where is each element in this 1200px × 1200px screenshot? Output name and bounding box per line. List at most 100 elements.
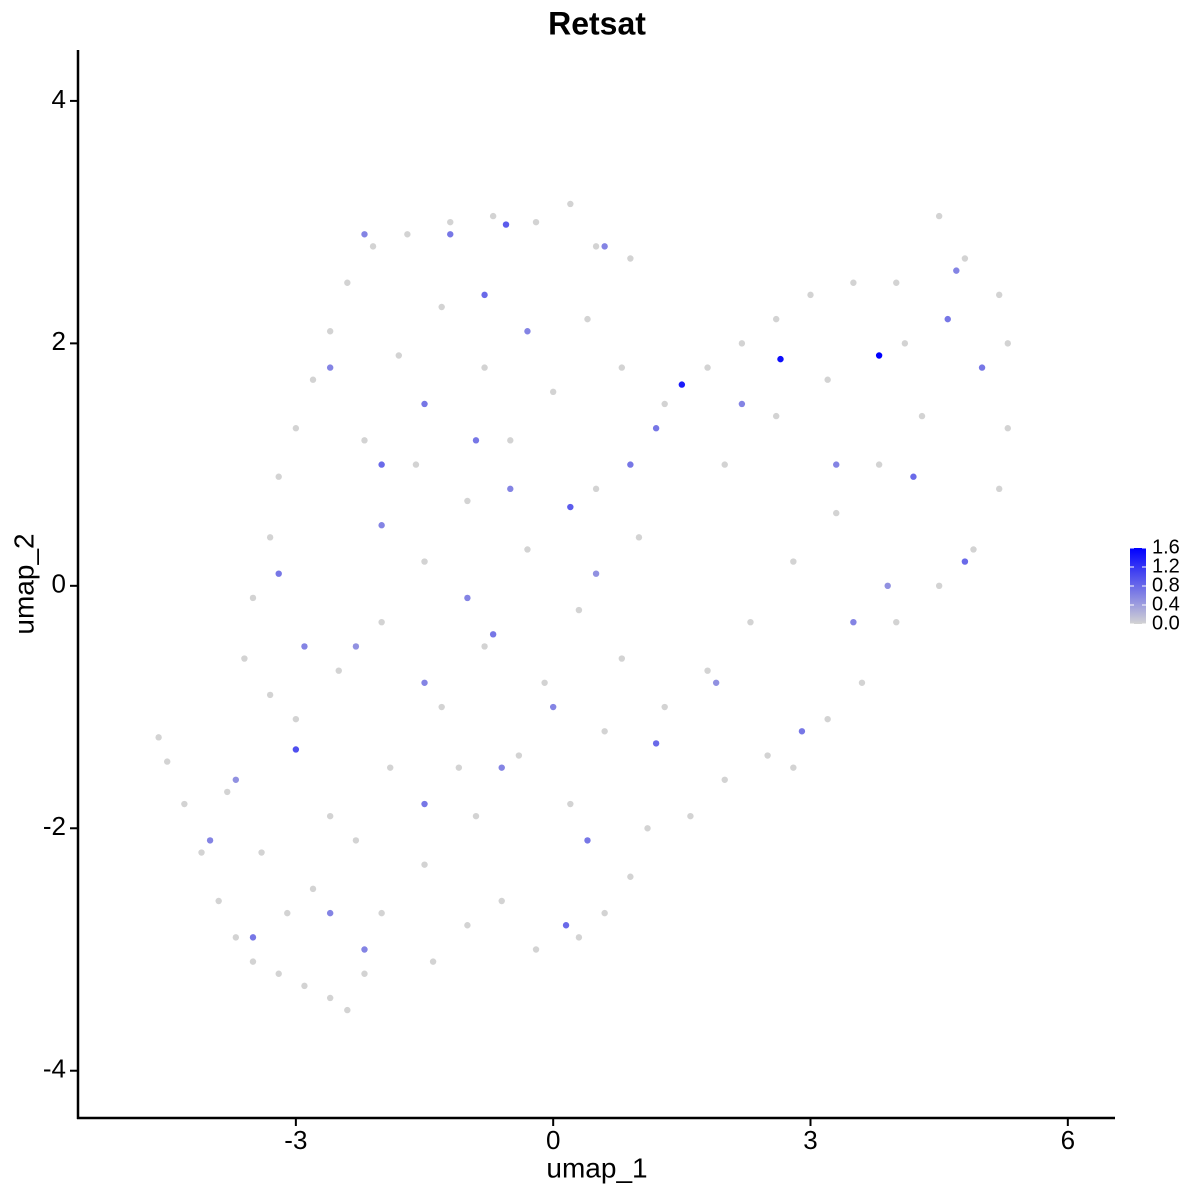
x-tick-label: 3 — [803, 1125, 817, 1155]
point — [301, 982, 308, 990]
point — [481, 291, 488, 299]
point — [421, 861, 428, 868]
point — [472, 812, 480, 820]
point — [301, 643, 308, 650]
point — [790, 764, 797, 771]
point — [266, 534, 274, 541]
point — [1004, 425, 1011, 432]
point — [224, 788, 231, 796]
x-tick-label: 6 — [1061, 1125, 1075, 1155]
point — [249, 594, 257, 602]
point — [807, 291, 814, 299]
point — [284, 909, 291, 917]
point — [592, 485, 600, 493]
y-tick-label: 4 — [52, 84, 66, 114]
point — [369, 243, 377, 250]
point — [309, 376, 317, 383]
point — [361, 946, 368, 953]
point — [361, 437, 368, 444]
point — [275, 570, 282, 577]
point — [481, 643, 488, 650]
colorbar-tick-label: 1.2 — [1152, 555, 1180, 577]
point — [472, 437, 480, 444]
colorbar-tick-label: 0.0 — [1152, 612, 1180, 634]
point — [275, 970, 282, 977]
point — [996, 291, 1003, 299]
point — [652, 425, 660, 432]
point — [498, 764, 505, 771]
colorbar-tick-label: 1.6 — [1152, 536, 1180, 558]
point — [215, 897, 222, 905]
point — [515, 752, 523, 759]
point — [378, 522, 385, 529]
point — [978, 364, 986, 371]
point — [567, 800, 574, 808]
point — [618, 364, 626, 371]
point — [652, 740, 660, 747]
point — [326, 328, 334, 335]
point — [502, 221, 510, 228]
point — [524, 546, 531, 553]
point — [421, 400, 428, 408]
point — [798, 728, 806, 735]
point — [181, 800, 188, 808]
point — [661, 400, 668, 408]
y-tick-label: -2 — [43, 811, 66, 841]
point — [447, 218, 454, 226]
point — [447, 231, 454, 238]
point — [404, 231, 411, 238]
point — [747, 618, 754, 626]
point — [206, 837, 214, 844]
point — [721, 776, 728, 783]
point — [772, 412, 780, 420]
point — [824, 376, 831, 383]
point — [326, 909, 334, 917]
point — [232, 776, 240, 783]
point — [704, 364, 711, 371]
point — [429, 958, 437, 965]
point — [584, 315, 591, 323]
point — [155, 734, 162, 741]
colorbar-tick-label: 0.4 — [1152, 593, 1180, 615]
point — [464, 497, 471, 505]
point — [764, 752, 771, 759]
point — [592, 243, 600, 250]
point — [266, 691, 274, 699]
point — [970, 546, 977, 553]
point — [850, 618, 857, 626]
point — [481, 364, 488, 371]
point — [996, 485, 1003, 493]
point — [438, 303, 445, 311]
point — [884, 582, 891, 590]
point — [198, 849, 205, 856]
point — [498, 897, 505, 905]
point — [601, 728, 608, 735]
point — [850, 279, 857, 286]
points — [155, 200, 1011, 1014]
point — [627, 873, 634, 880]
y-tick-label: 0 — [52, 569, 66, 599]
point — [562, 922, 570, 929]
point — [584, 837, 591, 844]
point — [524, 328, 531, 335]
point — [489, 212, 497, 220]
point — [961, 255, 969, 262]
point — [258, 849, 265, 856]
point — [387, 764, 394, 771]
point — [901, 340, 909, 347]
point — [635, 534, 643, 541]
point — [541, 679, 548, 686]
point — [249, 958, 257, 965]
point — [455, 764, 463, 771]
point — [601, 243, 608, 250]
colorbar-tick-label: 0.8 — [1152, 574, 1180, 596]
point — [678, 381, 686, 388]
point — [292, 746, 300, 753]
point — [421, 800, 428, 808]
x-axis-label: umap_1 — [546, 1152, 647, 1183]
point — [249, 934, 257, 941]
point — [644, 825, 651, 832]
point — [352, 837, 360, 844]
